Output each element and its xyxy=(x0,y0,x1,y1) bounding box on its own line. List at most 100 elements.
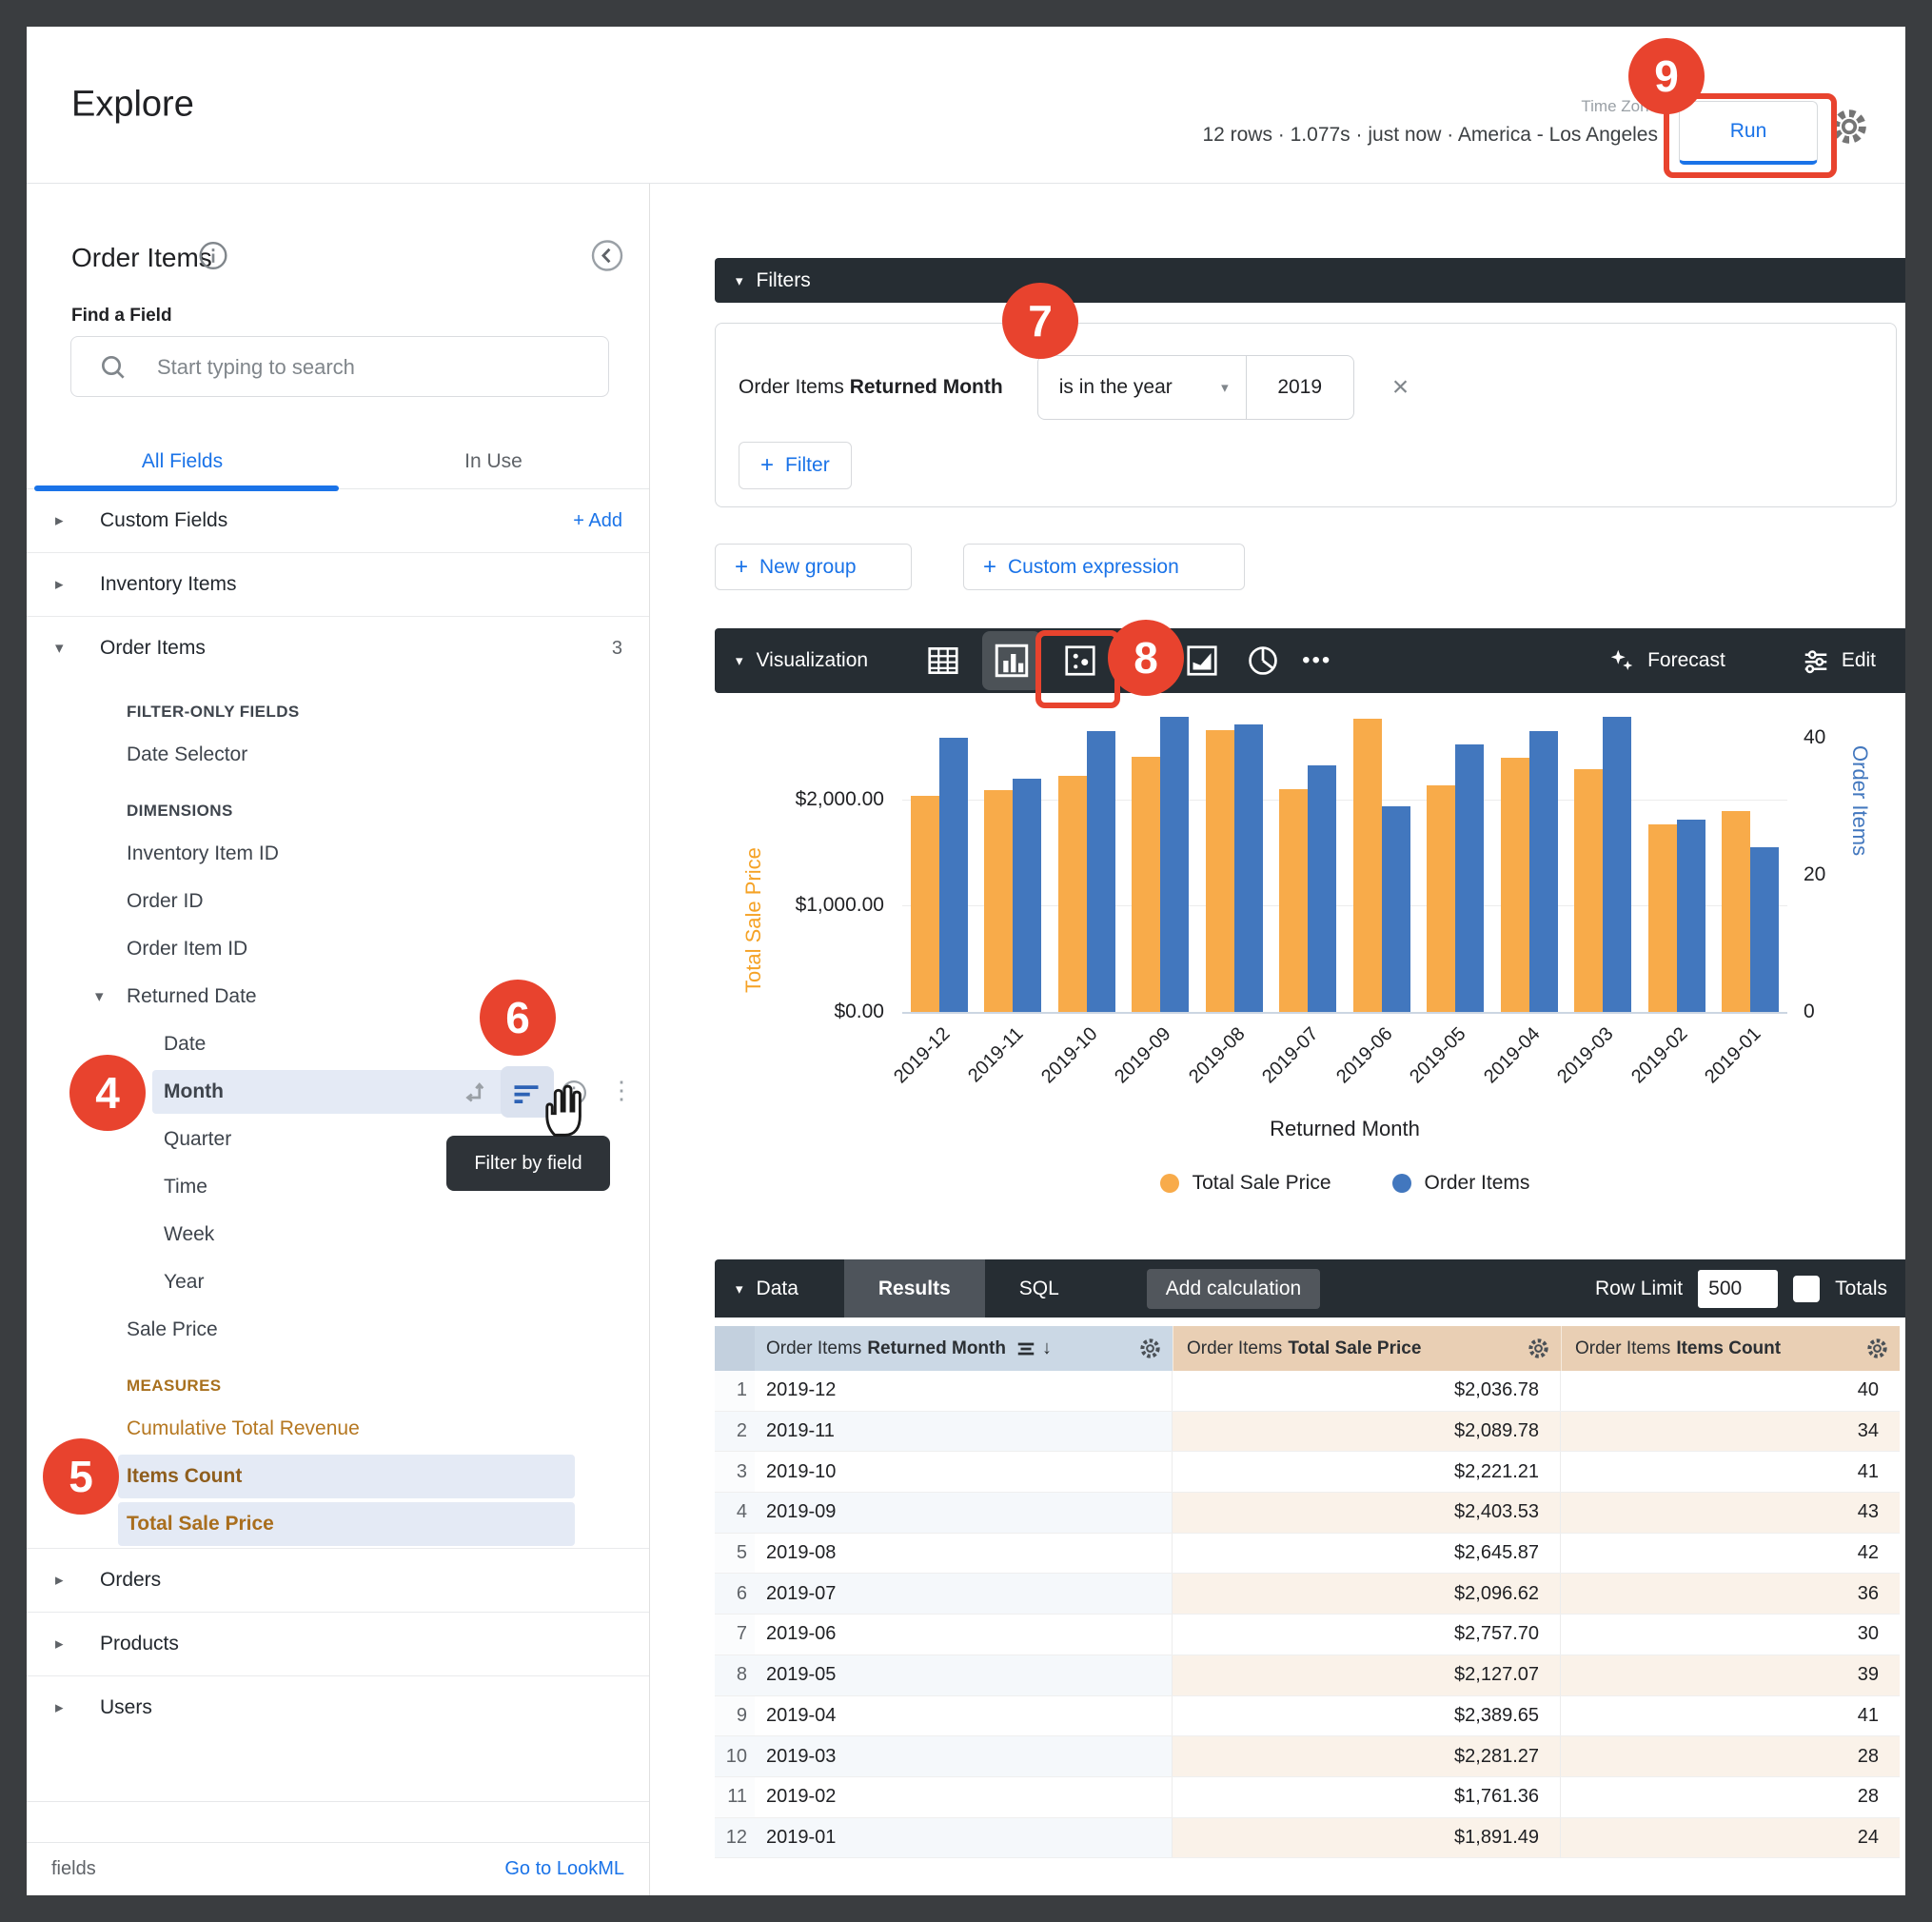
tab-results[interactable]: Results xyxy=(843,1259,985,1318)
bar-order-items-2019-08[interactable] xyxy=(1233,723,1263,1012)
remove-filter-icon[interactable]: × xyxy=(1391,371,1410,403)
field-item-cumulative-total-revenue[interactable]: Cumulative Total Revenue xyxy=(127,1417,360,1439)
cell-items-count[interactable]: 40 xyxy=(1857,1379,1879,1401)
totals-checkbox[interactable] xyxy=(1793,1275,1821,1302)
cell-items-count[interactable]: 24 xyxy=(1561,1817,1900,1858)
bar-order-items-2019-04[interactable] xyxy=(1528,730,1558,1012)
bar-order-items-2019-09[interactable] xyxy=(1160,717,1190,1012)
column-header-returned-month[interactable]: Order Items Returned Month ↓ xyxy=(755,1326,1173,1371)
cell-returned-month[interactable]: 2019-01 xyxy=(755,1817,1173,1858)
row-limit-input[interactable] xyxy=(1698,1269,1779,1308)
bar-total-sale-price-2019-04[interactable] xyxy=(1500,758,1529,1012)
viz-area-icon[interactable] xyxy=(1180,639,1224,683)
forecast-button[interactable]: Forecast xyxy=(1607,646,1725,675)
pivot-icon[interactable] xyxy=(462,1079,490,1113)
cell-total-sale-price[interactable]: $2,127.07 xyxy=(1173,1655,1561,1695)
field-item-order-item-id[interactable]: Order Item ID xyxy=(127,938,248,960)
add-custom-field-link[interactable]: + Add xyxy=(573,509,622,531)
cell-items-count[interactable]: 42 xyxy=(1857,1542,1879,1564)
cell-returned-month[interactable]: 2019-11 xyxy=(755,1411,1173,1452)
bar-total-sale-price-2019-09[interactable] xyxy=(1132,756,1161,1012)
cell-total-sale-price[interactable]: $2,757.70 xyxy=(1173,1615,1561,1655)
cell-total-sale-price[interactable]: $1,761.36 xyxy=(1173,1776,1561,1817)
custom-expression-button[interactable]: + Custom expression xyxy=(963,544,1245,590)
column-gear-icon[interactable] xyxy=(1864,1336,1890,1367)
cell-items-count[interactable]: 43 xyxy=(1561,1493,1900,1533)
column-gear-icon[interactable] xyxy=(1526,1336,1551,1367)
cell-returned-month[interactable]: 2019-04 xyxy=(755,1695,1173,1736)
bar-order-items-2019-12[interactable] xyxy=(938,738,968,1012)
field-item-date[interactable]: Date xyxy=(164,1033,207,1055)
bar-order-items-2019-07[interactable] xyxy=(1308,764,1337,1012)
bar-total-sale-price-2019-05[interactable] xyxy=(1427,785,1456,1012)
cell-returned-month[interactable]: 2019-10 xyxy=(755,1452,1173,1493)
legend-item-order-items[interactable]: Order Items xyxy=(1391,1172,1529,1195)
table-row-2019-07[interactable]: 6 2019-07 $2,096.62 36 xyxy=(715,1574,1900,1615)
bar-total-sale-price-2019-06[interactable] xyxy=(1352,718,1382,1012)
bar-order-items-2019-11[interactable] xyxy=(1013,779,1042,1012)
legend-item-total-sale-price[interactable]: Total Sale Price xyxy=(1159,1172,1331,1195)
table-row-2019-11[interactable]: 2 2019-11 $2,089.78 34 xyxy=(715,1411,1900,1453)
table-row-2019-01[interactable]: 12 2019-01 $1,891.49 24 xyxy=(715,1817,1900,1859)
bar-total-sale-price-2019-08[interactable] xyxy=(1205,730,1234,1012)
sidebar-group-inventory-items[interactable]: ▸ Inventory Items xyxy=(27,552,649,616)
filter-value-input[interactable]: 2019 xyxy=(1246,355,1354,420)
bar-order-items-2019-01[interactable] xyxy=(1750,847,1780,1012)
cell-items-count[interactable]: 28 xyxy=(1561,1736,1900,1776)
cell-total-sale-price[interactable]: $2,221.21 xyxy=(1173,1452,1561,1493)
sidebar-group-custom-fields[interactable]: ▸ Custom Fields + Add xyxy=(55,509,622,531)
cell-returned-month[interactable]: 2019-09 xyxy=(755,1493,1173,1533)
bar-total-sale-price-2019-11[interactable] xyxy=(984,789,1014,1012)
filter-by-field-icon[interactable] xyxy=(512,1080,541,1114)
add-calculation-button[interactable]: Add calculation xyxy=(1146,1268,1321,1309)
sidebar-group-order-items[interactable]: ▾ Order Items 3 xyxy=(27,616,649,680)
bar-order-items-2019-02[interactable] xyxy=(1676,820,1705,1012)
sidebar-group-orders[interactable]: ▸ Orders xyxy=(27,1548,649,1612)
table-row-2019-08[interactable]: 5 2019-08 $2,645.87 42 xyxy=(715,1533,1900,1575)
filter-condition-select[interactable]: is in the year ▾ xyxy=(1036,355,1247,420)
visualization-section-bar[interactable]: ▾ Visualization xyxy=(715,620,1905,708)
bar-order-items-2019-05[interactable] xyxy=(1455,744,1485,1012)
table-row-2019-12[interactable]: 1 2019-12 $2,036.78 40 xyxy=(715,1371,1900,1412)
table-row-2019-02[interactable]: 11 2019-02 $1,761.36 28 xyxy=(715,1776,1900,1818)
run-button[interactable]: Run xyxy=(1679,101,1818,165)
cell-returned-month[interactable]: 2019-08 xyxy=(755,1533,1173,1574)
bar-total-sale-price-2019-03[interactable] xyxy=(1574,769,1604,1012)
field-item-year[interactable]: Year xyxy=(164,1271,205,1293)
viz-bar-chart-icon[interactable] xyxy=(982,631,1042,690)
info-icon[interactable] xyxy=(198,241,228,276)
bar-order-items-2019-10[interactable] xyxy=(1086,730,1115,1012)
sidebar-group-users[interactable]: ▸ Users xyxy=(27,1675,649,1739)
cell-items-count[interactable]: 41 xyxy=(1857,1460,1879,1482)
collapse-panel-icon[interactable] xyxy=(590,239,624,278)
cell-total-sale-price[interactable]: $2,389.65 xyxy=(1173,1695,1561,1736)
cell-items-count[interactable]: 28 xyxy=(1857,1786,1879,1808)
tab-sql[interactable]: SQL xyxy=(1018,1277,1059,1299)
field-item-sale-price[interactable]: Sale Price xyxy=(127,1318,218,1340)
cell-total-sale-price[interactable]: $2,403.53 xyxy=(1173,1493,1561,1533)
bar-total-sale-price-2019-02[interactable] xyxy=(1647,824,1677,1012)
cell-items-count[interactable]: 36 xyxy=(1561,1574,1900,1615)
search-input[interactable] xyxy=(155,337,587,398)
field-item-quarter[interactable]: Quarter xyxy=(164,1128,232,1150)
field-search-box[interactable] xyxy=(70,336,609,398)
cell-returned-month[interactable]: 2019-06 xyxy=(755,1615,1173,1655)
bar-total-sale-price-2019-12[interactable] xyxy=(910,795,939,1012)
cell-total-sale-price[interactable]: $2,096.62 xyxy=(1173,1574,1561,1615)
cell-items-count[interactable]: 39 xyxy=(1561,1655,1900,1695)
cell-total-sale-price[interactable]: $2,281.27 xyxy=(1173,1736,1561,1776)
cell-total-sale-price[interactable]: $2,036.78 xyxy=(1173,1371,1561,1411)
cell-items-count[interactable]: 30 xyxy=(1857,1623,1879,1645)
viz-more-icon[interactable]: ••• xyxy=(1302,647,1332,673)
table-row-2019-05[interactable]: 8 2019-05 $2,127.07 39 xyxy=(715,1655,1900,1696)
cell-returned-month[interactable]: 2019-03 xyxy=(755,1736,1173,1776)
field-item-order-id[interactable]: Order ID xyxy=(127,890,204,912)
bar-order-items-2019-03[interactable] xyxy=(1603,717,1632,1012)
cell-returned-month[interactable]: 2019-07 xyxy=(755,1574,1173,1615)
field-item-items-count[interactable]: Items Count 5 xyxy=(27,1438,649,1515)
field-group-returned-date[interactable]: ▾ Returned Date xyxy=(95,985,257,1007)
field-item-month[interactable]: Month ⋮ Filter by field 6 4 xyxy=(27,980,649,1191)
field-item-time[interactable]: Time xyxy=(164,1176,207,1198)
settings-gear-icon[interactable] xyxy=(1828,106,1870,148)
bar-total-sale-price-2019-07[interactable] xyxy=(1279,788,1309,1012)
